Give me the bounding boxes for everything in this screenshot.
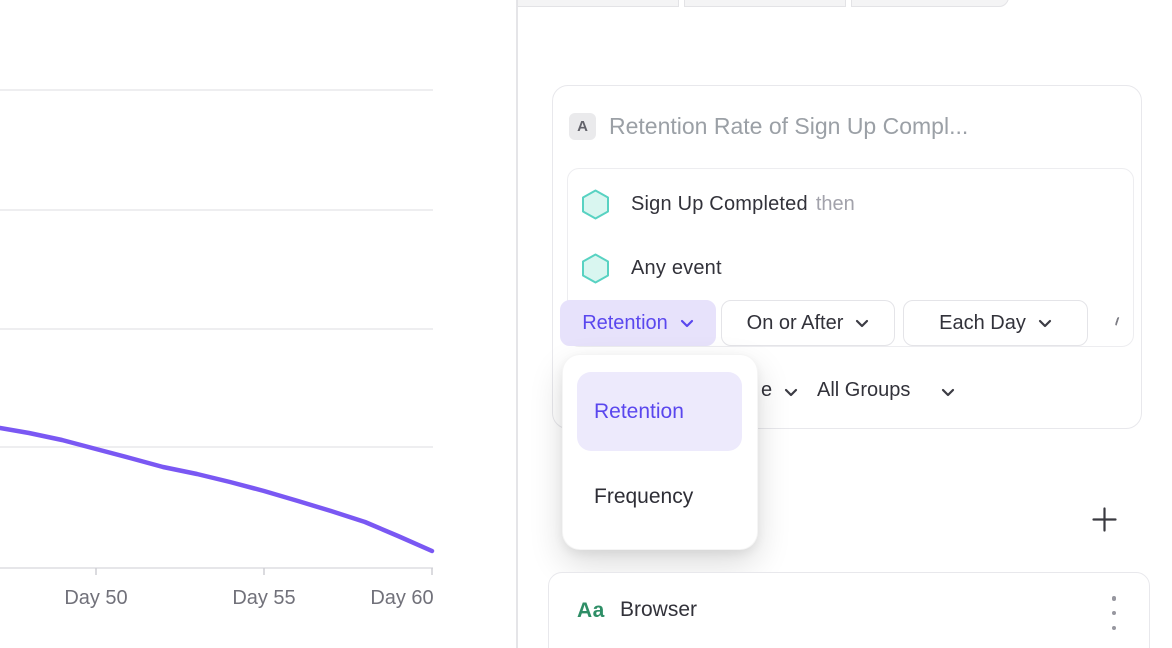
event-row-label: Sign Up Completed then bbox=[631, 193, 855, 216]
event-hexagon-icon bbox=[582, 189, 609, 219]
breakdown-card[interactable]: Aa Browser bbox=[548, 572, 1150, 648]
chevron-down-icon bbox=[784, 388, 798, 397]
event-row-first[interactable]: Sign Up Completed then bbox=[580, 188, 855, 220]
tab-remnant-1[interactable] bbox=[517, 0, 679, 7]
chevron-down-icon bbox=[941, 388, 955, 397]
svg-text:Day 60: Day 60 bbox=[370, 587, 433, 609]
plus-icon bbox=[1091, 506, 1117, 532]
menu-item-frequency[interactable]: Frequency bbox=[594, 484, 694, 508]
measure-type-value: Retention bbox=[582, 311, 668, 334]
kebab-menu-icon[interactable] bbox=[1106, 596, 1122, 630]
tab-remnant-3[interactable] bbox=[851, 0, 1009, 7]
event-row-label: Any event bbox=[631, 257, 730, 280]
svg-text:Day 50: Day 50 bbox=[64, 587, 127, 609]
chevron-down-icon bbox=[1038, 319, 1051, 327]
interval-dropdown[interactable]: Each Day bbox=[903, 300, 1088, 346]
query-card-footer: e All Groups bbox=[553, 376, 1141, 408]
svg-text:Day 55: Day 55 bbox=[232, 587, 295, 609]
series-badge: A bbox=[569, 113, 596, 140]
event-hexagon-icon bbox=[582, 253, 609, 283]
criteria-dropdown[interactable]: On or After bbox=[721, 300, 895, 346]
occluded-dropdown-fragment[interactable]: e bbox=[761, 379, 773, 401]
chevron-down-icon bbox=[856, 319, 869, 327]
interval-value: Each Day bbox=[939, 311, 1026, 334]
string-property-type-icon: Aa bbox=[577, 599, 605, 622]
report-title-input[interactable] bbox=[609, 110, 1119, 142]
criteria-value: On or After bbox=[746, 311, 844, 334]
measure-type-dropdown[interactable]: Retention bbox=[560, 300, 716, 346]
menu-item-retention[interactable]: Retention bbox=[577, 372, 742, 451]
event-row-return[interactable]: Any event bbox=[580, 252, 730, 284]
event-name: Sign Up Completed bbox=[631, 192, 808, 215]
breakdown-property-label: Browser bbox=[620, 598, 698, 621]
retention-chart: Day 50 Day 55 Day 60 bbox=[0, 89, 435, 609]
tab-remnant-2[interactable] bbox=[684, 0, 846, 7]
add-button[interactable] bbox=[1088, 503, 1120, 535]
measure-type-menu: Retention Frequency bbox=[562, 354, 758, 550]
chevron-down-icon bbox=[680, 319, 693, 327]
event-name: Any event bbox=[631, 256, 722, 279]
event-suffix: then bbox=[815, 192, 855, 215]
groups-dropdown[interactable]: All Groups bbox=[817, 379, 911, 401]
panel-divider bbox=[516, 0, 518, 648]
